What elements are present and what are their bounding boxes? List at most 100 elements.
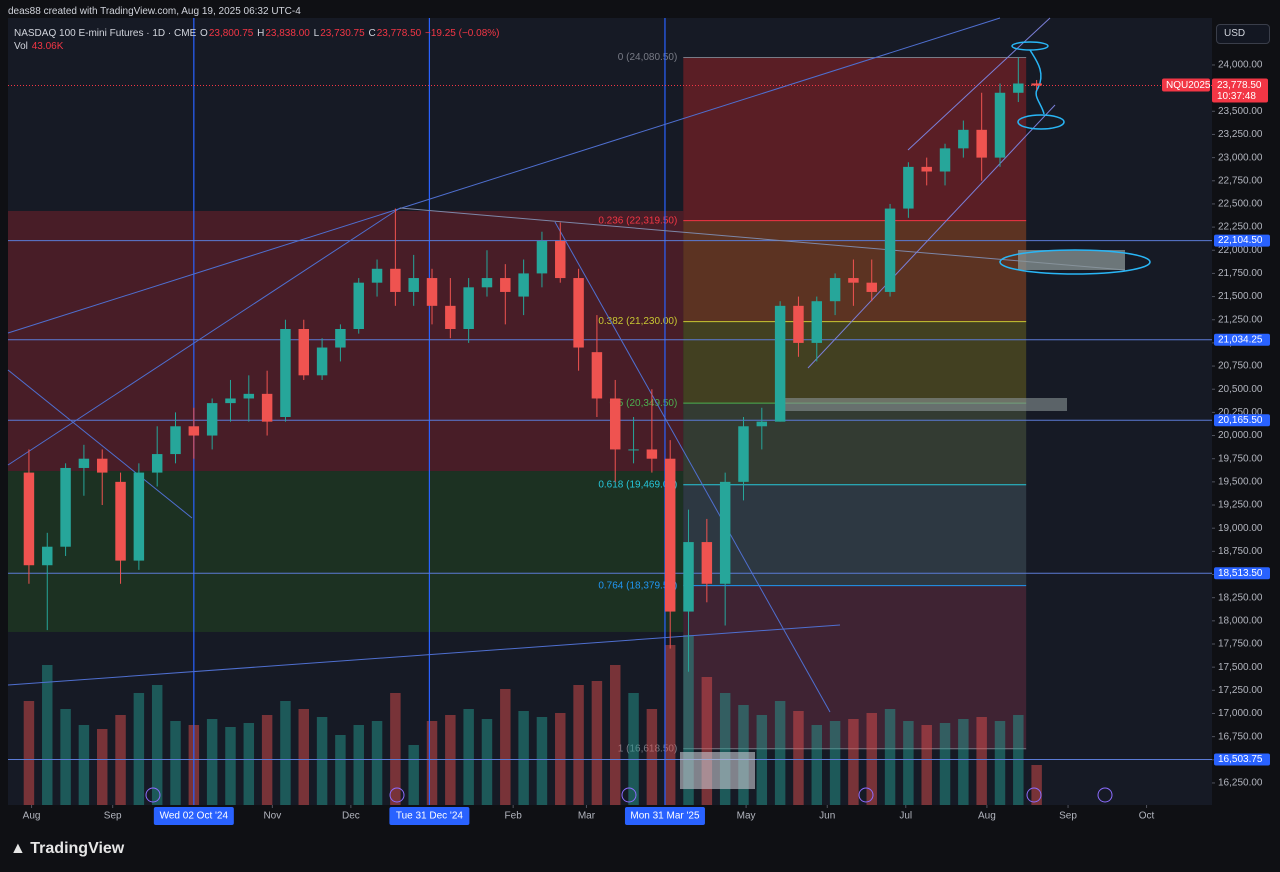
fib-band bbox=[683, 57, 1027, 221]
candle-body bbox=[866, 282, 877, 292]
volume-bar bbox=[280, 701, 291, 805]
x-tick-label: Dec bbox=[342, 811, 360, 822]
x-tick-label: Aug bbox=[23, 811, 41, 822]
zones bbox=[8, 210, 684, 632]
volume-bar bbox=[78, 725, 90, 805]
volume-bar bbox=[610, 665, 621, 805]
price-tag-label: 21,034.25 bbox=[1218, 334, 1263, 345]
trend-line bbox=[7, 17, 1001, 334]
candle-body bbox=[1013, 83, 1024, 93]
y-tick-label: 20,750.00 bbox=[1218, 361, 1263, 372]
volume-bar bbox=[939, 723, 951, 805]
candle-body bbox=[976, 129, 987, 158]
y-tick-label: 17,750.00 bbox=[1218, 639, 1263, 650]
candle-body bbox=[463, 287, 474, 330]
open: 23,800.75 bbox=[208, 28, 254, 39]
volume-bar bbox=[261, 715, 273, 805]
candle-body bbox=[133, 472, 145, 561]
fib-label: 0.618 (19,469.00) bbox=[598, 479, 677, 490]
candle-body bbox=[646, 449, 658, 459]
volume-bar bbox=[96, 729, 108, 805]
candle-body bbox=[188, 426, 200, 436]
price-tag bbox=[1214, 333, 1270, 346]
candle-body bbox=[921, 166, 932, 172]
volume-bar bbox=[151, 685, 163, 805]
candles bbox=[23, 57, 1042, 672]
volume-bar bbox=[225, 727, 236, 805]
y-tick-label: 21,250.00 bbox=[1218, 314, 1263, 325]
x-tick-label: Jun bbox=[819, 811, 835, 822]
change: −19.25 (−0.08%) bbox=[424, 28, 500, 39]
volume-bar bbox=[353, 725, 364, 805]
candle-body bbox=[298, 329, 309, 376]
y-tick-label: 19,000.00 bbox=[1218, 523, 1263, 534]
event-icon[interactable] bbox=[858, 787, 874, 803]
countdown: 10:37:48 bbox=[1217, 91, 1256, 102]
volume-bar bbox=[298, 709, 309, 805]
symbol-tag-bg bbox=[1162, 78, 1210, 92]
trend-line bbox=[399, 207, 1126, 271]
candle-body bbox=[206, 403, 218, 436]
volume-bar bbox=[426, 721, 438, 805]
x-tick-label: Sep bbox=[1059, 811, 1077, 822]
y-tick-label: 16,250.00 bbox=[1218, 778, 1263, 789]
drawings bbox=[7, 17, 1151, 789]
candle-body bbox=[115, 481, 126, 561]
fib-label: 0.236 (22,319.50) bbox=[598, 215, 677, 226]
event-icon[interactable] bbox=[1026, 787, 1042, 803]
candle-body bbox=[738, 426, 749, 482]
candle-body bbox=[555, 240, 566, 279]
y-tick-label: 20,500.00 bbox=[1218, 384, 1263, 395]
volume-bar bbox=[42, 665, 53, 805]
trend-line bbox=[7, 369, 193, 519]
trend-line bbox=[7, 624, 841, 686]
y-tick-label: 18,250.00 bbox=[1218, 592, 1263, 603]
event-icon[interactable] bbox=[145, 787, 161, 803]
candle-body bbox=[591, 352, 603, 399]
symbol-tag: NQU2025 bbox=[1166, 80, 1211, 91]
candle-body bbox=[481, 278, 493, 288]
candle-body bbox=[96, 458, 108, 473]
y-tick-label: 24,000.00 bbox=[1218, 60, 1263, 71]
channel-line bbox=[907, 17, 1051, 151]
y-tick-label: 16,750.00 bbox=[1218, 731, 1263, 742]
x-tick-label: Tue 31 Dec '24 bbox=[396, 811, 464, 822]
volume-bar bbox=[481, 719, 493, 805]
y-tick-label: 21,750.00 bbox=[1218, 268, 1263, 279]
volume-bar bbox=[756, 715, 768, 805]
candle-body bbox=[518, 273, 529, 297]
volume-bar bbox=[903, 721, 914, 805]
volume-bar bbox=[115, 715, 126, 805]
annotation bbox=[1029, 49, 1045, 115]
fib-band bbox=[683, 403, 1027, 485]
volume-bar bbox=[316, 717, 328, 805]
candle-body bbox=[335, 329, 346, 348]
event-icon[interactable] bbox=[621, 787, 637, 803]
fib-label: 0.5 (20,349.50) bbox=[609, 398, 677, 409]
candle-body bbox=[939, 148, 951, 172]
volume-bar bbox=[573, 685, 584, 805]
candle-body bbox=[78, 458, 90, 468]
last-price-label: 23,778.50 bbox=[1217, 80, 1262, 91]
y-tick-label: 17,000.00 bbox=[1218, 708, 1263, 719]
volume-bar bbox=[958, 719, 969, 805]
y-tick-label: 19,500.00 bbox=[1218, 477, 1263, 488]
y-tick-label: 20,250.00 bbox=[1218, 407, 1263, 418]
volume-bar bbox=[793, 711, 804, 805]
event-icons bbox=[145, 787, 1113, 803]
vol-label: Vol bbox=[14, 41, 28, 52]
credit: deas88 created with TradingView.com, Aug… bbox=[8, 6, 301, 17]
volume-bar bbox=[921, 725, 932, 805]
candle-body bbox=[42, 546, 53, 566]
volume-bar bbox=[445, 715, 456, 805]
event-icon[interactable] bbox=[389, 787, 405, 803]
fib-label: 0.382 (21,230.00) bbox=[598, 316, 677, 327]
event-icon[interactable] bbox=[1097, 787, 1113, 803]
x-tick-label: Mon 31 Mar '25 bbox=[630, 811, 700, 822]
currency-button[interactable]: USD bbox=[1216, 24, 1270, 44]
volume-bar bbox=[133, 693, 145, 805]
candle-body bbox=[903, 166, 914, 209]
candle-body bbox=[371, 268, 383, 283]
candle-body bbox=[390, 268, 401, 292]
